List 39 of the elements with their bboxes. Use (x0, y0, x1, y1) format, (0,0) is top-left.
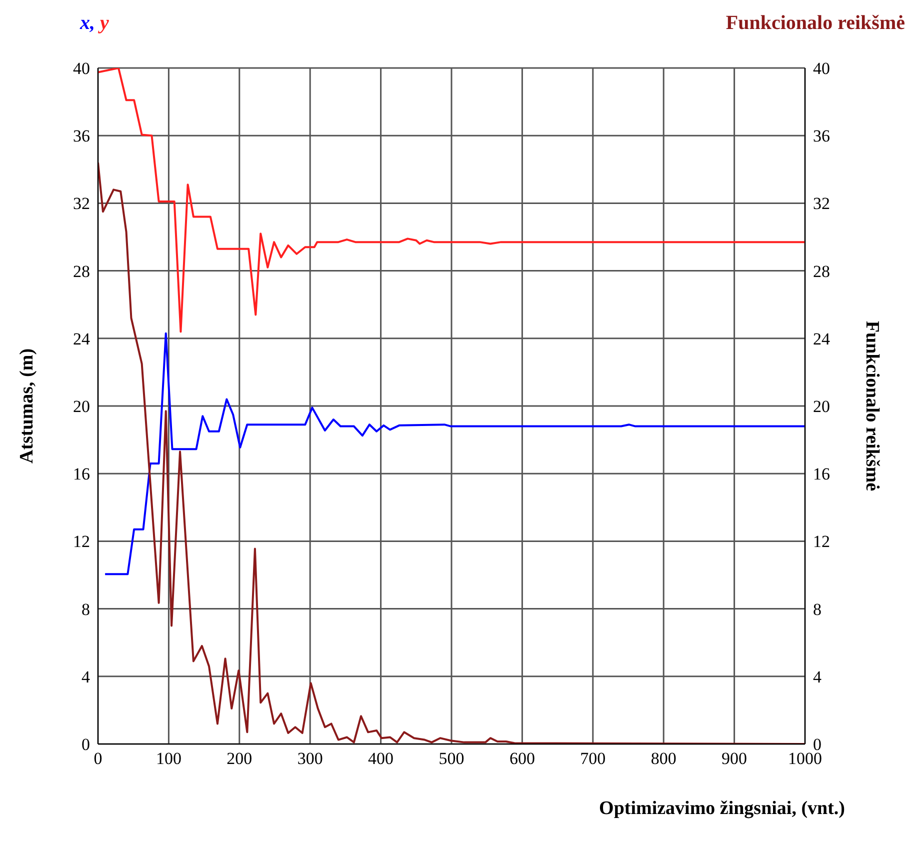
y-tick-label: 0 (82, 735, 90, 754)
line-series (104, 332, 805, 576)
y-tick-label: 4 (82, 667, 90, 686)
y2-tick-label: 4 (813, 667, 822, 686)
y2-tick-label: 40 (813, 59, 830, 78)
x-tick-label: 500 (438, 749, 464, 768)
y-tick-label: 8 (82, 600, 90, 619)
x-tick-label: 900 (722, 749, 748, 768)
y-tick-label: 40 (73, 59, 90, 78)
y2-tick-label: 32 (813, 194, 830, 214)
y2-tick-label: 12 (813, 532, 830, 552)
y2-tick-label: 36 (813, 126, 830, 146)
y-axis-title: Atstumas, (m) (16, 348, 38, 464)
x-axis-title: Optimizavimo žingsniai, (vnt.) (599, 798, 845, 820)
x-tick-label: 300 (297, 749, 323, 768)
y2-tick-label: 16 (813, 464, 830, 484)
x-tick-label: 200 (226, 749, 252, 768)
series-label: y (100, 12, 109, 34)
y2-axis-title: Funkcionalo reikšmė (861, 320, 882, 492)
x-tick-label: 400 (368, 749, 394, 768)
y-tick-label: 36 (73, 126, 90, 146)
x-tick-label: 1000 (788, 749, 822, 768)
y-tick-label: 12 (73, 532, 90, 552)
y-tick-label: 28 (73, 262, 90, 281)
x-tick-label: 800 (650, 749, 676, 768)
x-tick-label: 600 (509, 749, 535, 768)
text: , (90, 12, 96, 34)
y-tick-label: 24 (73, 329, 90, 348)
y-tick-label: 16 (73, 464, 90, 484)
x-tick-label: 700 (580, 749, 606, 768)
y-tick-label: 32 (73, 194, 90, 214)
y2-tick-label: 8 (813, 600, 822, 619)
text: Funkcionalo reikšmė (726, 12, 905, 35)
x-tick-label: 100 (156, 749, 182, 768)
y2-tick-label: 20 (813, 397, 830, 416)
y2-tick-label: 24 (813, 329, 830, 348)
x-tick-label: 0 (94, 749, 102, 768)
y2-tick-label: 28 (813, 262, 830, 281)
y-tick-label: 20 (73, 397, 90, 416)
